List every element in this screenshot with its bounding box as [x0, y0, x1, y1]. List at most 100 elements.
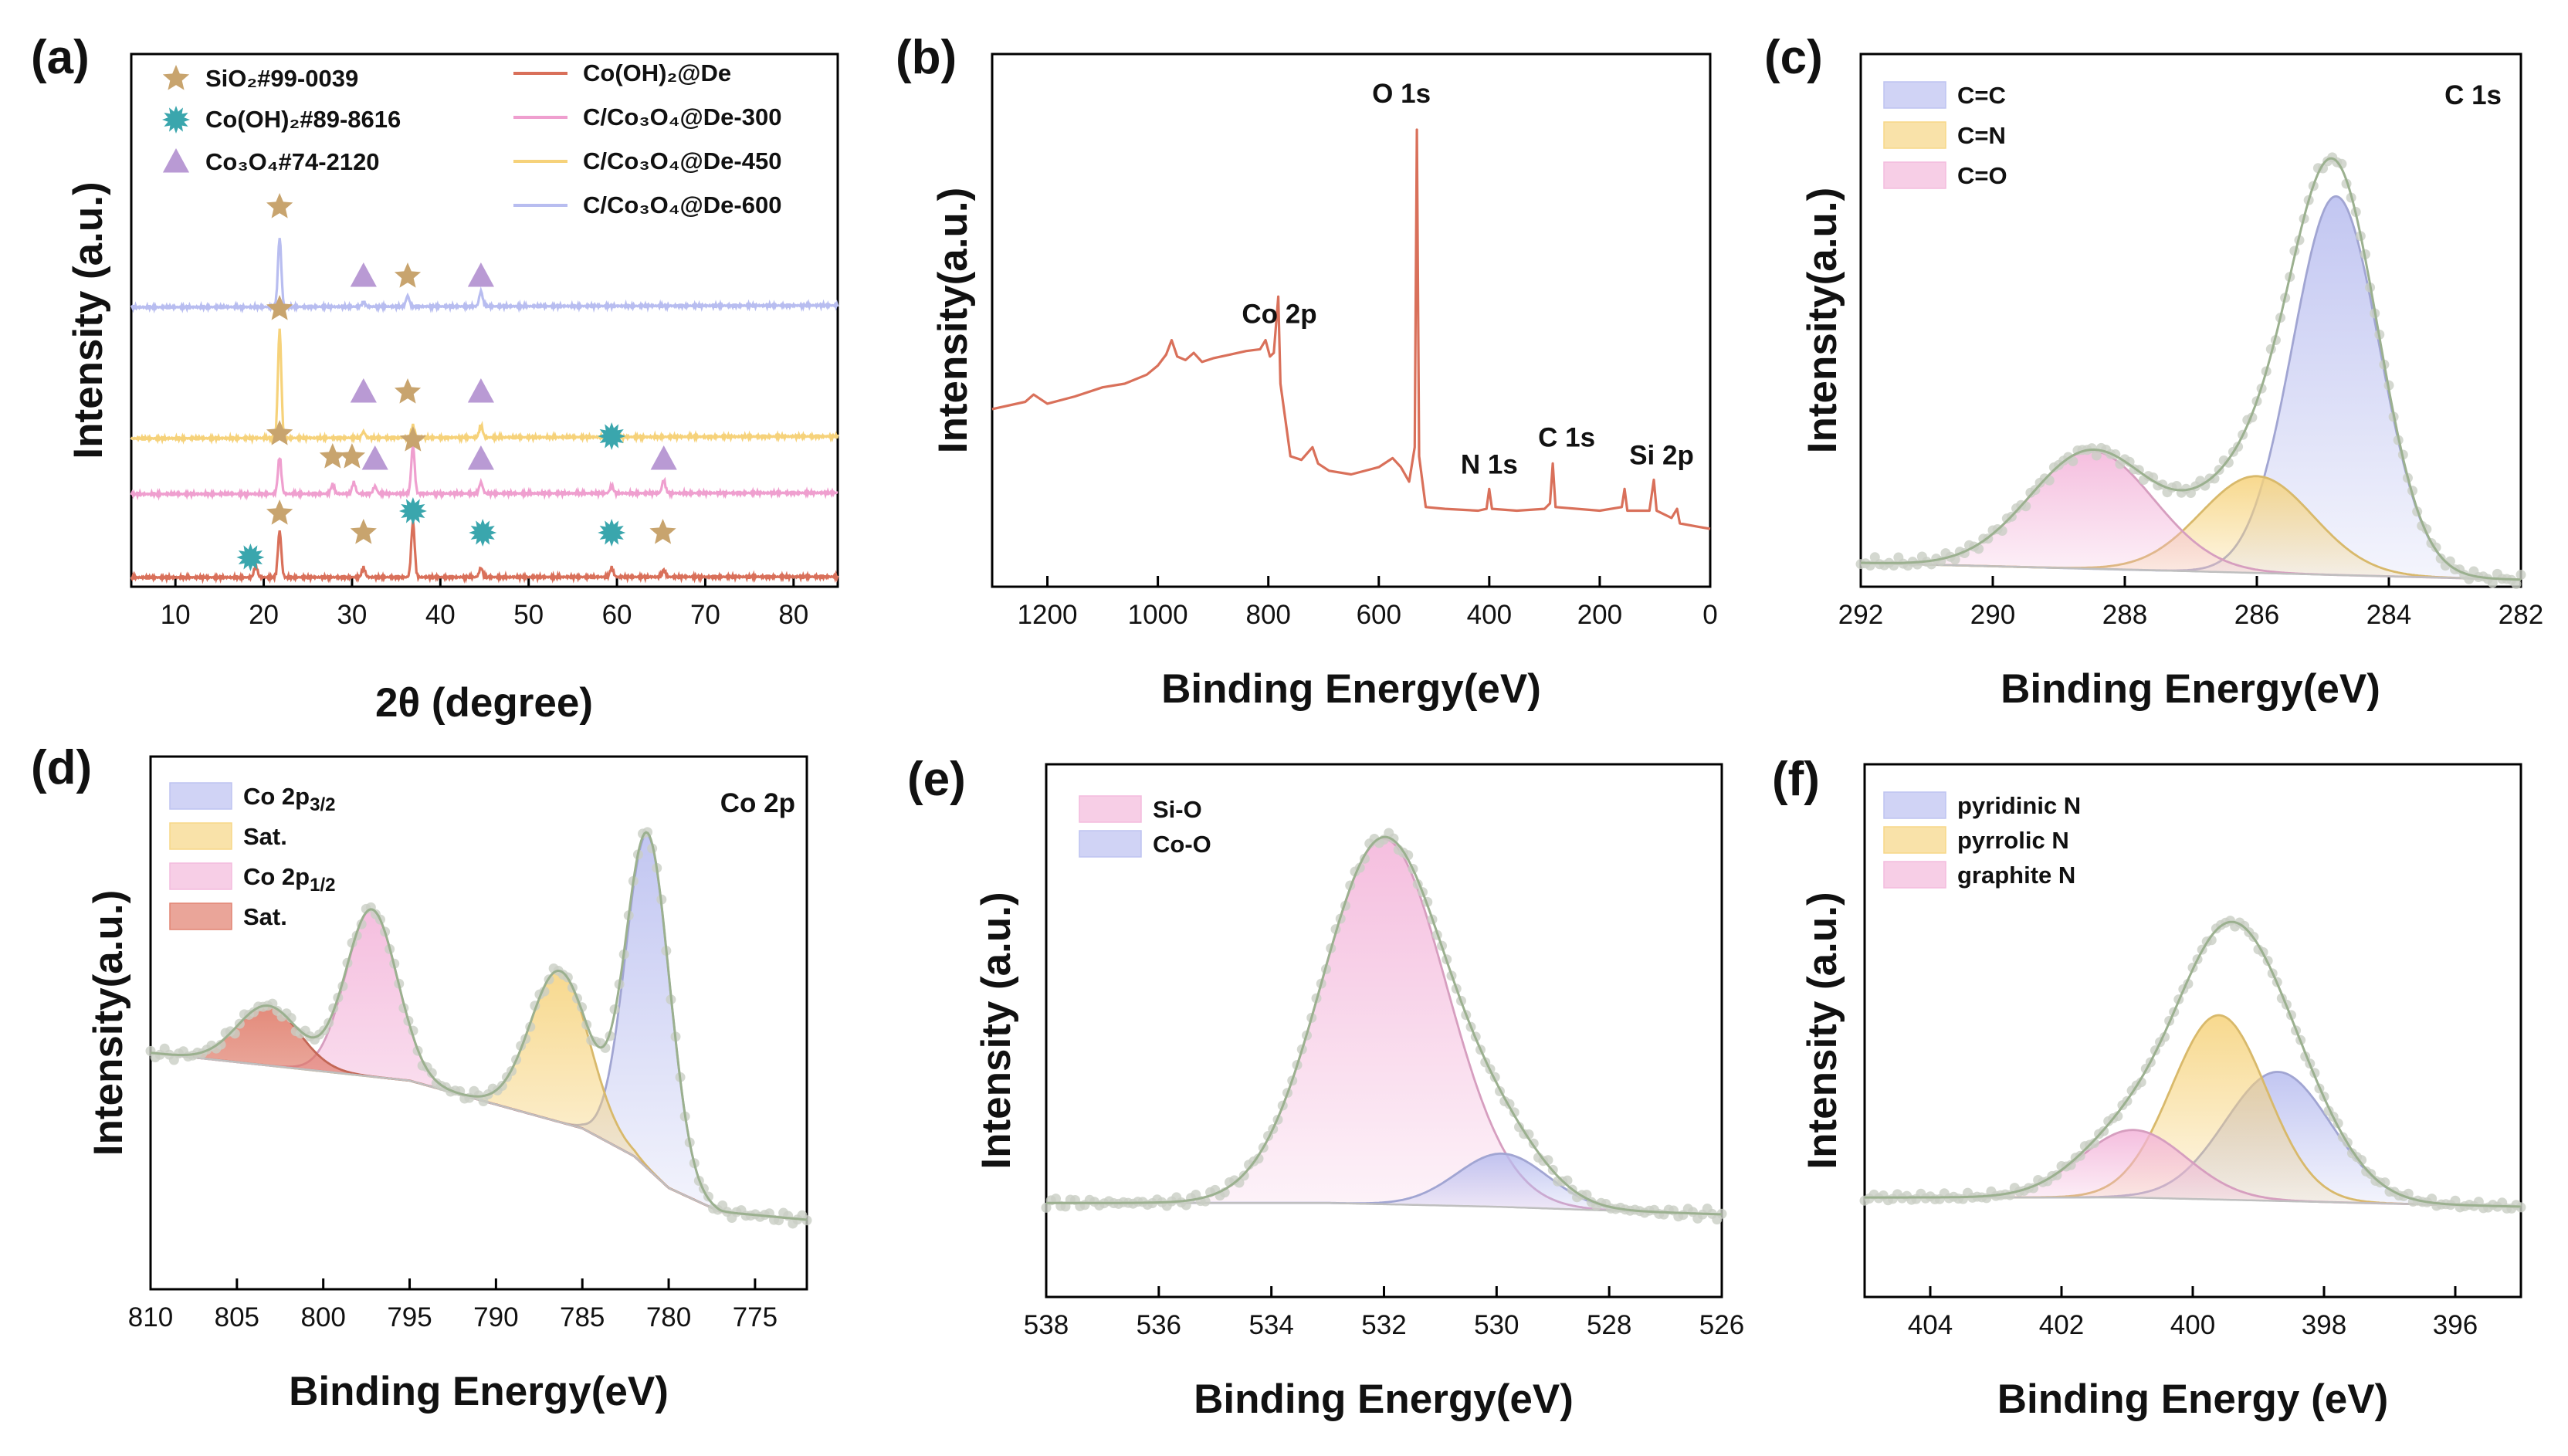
peak-marker-triangle-icon [361, 445, 388, 470]
x-tick-label: 10 [161, 600, 191, 630]
peak-marker-triangle-icon [350, 262, 377, 287]
survey-spectrum-line [991, 128, 1711, 530]
panel-c-title: C 1s [2444, 80, 2502, 110]
legend-swatch [1883, 81, 1946, 109]
raw-data-point [2091, 450, 2102, 461]
peak-marker-triangle-icon [650, 445, 677, 470]
x-tick-label: 526 [1699, 1310, 1744, 1340]
x-tick-label: 530 [1474, 1310, 1519, 1340]
raw-data-point [2025, 487, 2036, 498]
x-tick-label: 534 [1248, 1310, 1293, 1340]
legend-component-label: C=O [1957, 162, 2007, 189]
panel-d-xlabel: Binding Energy(eV) [289, 1369, 669, 1414]
peak-marker-star-icon [394, 262, 422, 288]
legend-component-label: pyridinic N [1957, 792, 2081, 819]
peak-marker-triangle-icon [350, 378, 377, 403]
x-tick-label: 402 [2039, 1310, 2084, 1340]
peak-marker-star-icon [649, 519, 676, 544]
legend-component-label: C=N [1957, 122, 2006, 149]
x-tick-label: 282 [2499, 600, 2543, 630]
legend-swatch [1883, 826, 1946, 854]
legend-triangle-icon [162, 148, 190, 173]
legend-subscript: 3/2 [310, 794, 335, 815]
panel-a-label: (a) [31, 31, 90, 84]
raw-data-point [2011, 503, 2022, 514]
peak-marker-burst-icon [598, 422, 626, 450]
x-tick-label: 1000 [1128, 600, 1188, 630]
envelope-fit-line [1046, 835, 1723, 1216]
raw-data-point [1855, 559, 1866, 570]
component-area [1861, 451, 2521, 580]
panel-b-frame [991, 52, 1712, 588]
peak-annotation: Co 2p [1242, 300, 1316, 330]
raw-data-point [2115, 459, 2126, 469]
peak-annotation: Si 2p [1629, 441, 1694, 471]
xrd-series-line [130, 520, 839, 584]
panel-b-xlabel: Binding Energy(eV) [1161, 666, 1541, 712]
component-area [1865, 1015, 2521, 1207]
envelope-fit-line [150, 831, 808, 1221]
legend-swatch [1883, 161, 1946, 189]
legend-component-label: Co-O [1153, 831, 1211, 858]
raw-data-point [1041, 1202, 1052, 1213]
raw-data-point [2048, 462, 2059, 472]
x-tick-label: 290 [1970, 600, 2015, 630]
legend-marker-label: Co₃O₄#74-2120 [205, 148, 380, 175]
peak-marker-star-icon [266, 295, 293, 320]
x-tick-label: 398 [2302, 1310, 2346, 1340]
peak-marker-burst-icon [398, 497, 427, 525]
legend-swatch [1883, 861, 1946, 889]
x-tick-label: 404 [1908, 1310, 1953, 1340]
x-tick-label: 538 [1024, 1310, 1069, 1340]
legend-swatch [1079, 830, 1142, 858]
peak-marker-burst-icon [598, 519, 626, 547]
peak-marker-star-icon [266, 499, 293, 525]
panel-a: (a) Intensity (a.u.) 2θ (degree) 10 20 30 4… [31, 31, 839, 726]
component-area [1865, 1129, 2521, 1207]
x-tick-label: 292 [1838, 600, 1883, 630]
peak-marker-burst-icon [469, 519, 497, 547]
x-tick-label: 80 [778, 600, 808, 630]
raw-data-point [778, 1207, 789, 1218]
legend-swatch [1883, 121, 1946, 149]
legend-component-label: pyrrolic N [1957, 827, 2069, 854]
envelope-fit-line [1861, 157, 2521, 581]
panel-e-ylabel: Intensity (a.u.) [974, 892, 1019, 1169]
panel-d-ylabel: Intensity(a.u.) [86, 890, 131, 1156]
panel-e-xlabel: Binding Energy(eV) [1194, 1376, 1574, 1422]
x-tick-label: 532 [1361, 1310, 1406, 1340]
raw-data-point [2211, 923, 2221, 934]
raw-data-point [2515, 570, 2526, 581]
legend-swatch [169, 902, 232, 930]
x-tick-label: 800 [1245, 600, 1290, 630]
xrd-series-line [130, 445, 838, 501]
peak-marker-star-icon [319, 443, 346, 469]
peak-marker-triangle-icon [467, 378, 494, 403]
raw-data-point [1940, 548, 1951, 559]
raw-data-point [2492, 568, 2502, 579]
x-tick-label: 400 [2170, 1310, 2215, 1340]
xrd-series-line [130, 328, 839, 445]
panel-c: (c) Intensity(a.u.) Binding Energy(eV) C… [1764, 31, 2543, 712]
legend-marker-label: Co(OH)₂#89-8616 [205, 106, 401, 133]
legend-marker-label: SiO₂#99-0039 [205, 65, 358, 92]
panel-c-ylabel: Intensity(a.u.) [1800, 188, 1845, 454]
legend-star-icon [162, 65, 190, 90]
component-area [1861, 476, 2521, 580]
x-tick-label: 20 [249, 600, 279, 630]
peak-annotation: C 1s [1538, 422, 1595, 452]
x-tick-label: 286 [2234, 600, 2279, 630]
raw-data-point [638, 828, 648, 839]
x-tick-label: 800 [300, 1302, 345, 1332]
legend-component-label: C=C [1957, 82, 2006, 109]
baseline-line [1860, 561, 2522, 581]
component-area [151, 1005, 807, 1220]
x-tick-label: 600 [1357, 600, 1401, 630]
legend-component-label: Co 2p3/2 [243, 783, 336, 815]
panel-f-ylabel: Intensity (a.u.) [1800, 892, 1845, 1169]
panel-c-xlabel: Binding Energy(eV) [2001, 666, 2380, 712]
raw-data-point [2001, 513, 2012, 524]
panel-a-frame [130, 52, 839, 588]
x-tick-label: 200 [1577, 600, 1622, 630]
legend-burst-icon [162, 106, 190, 134]
